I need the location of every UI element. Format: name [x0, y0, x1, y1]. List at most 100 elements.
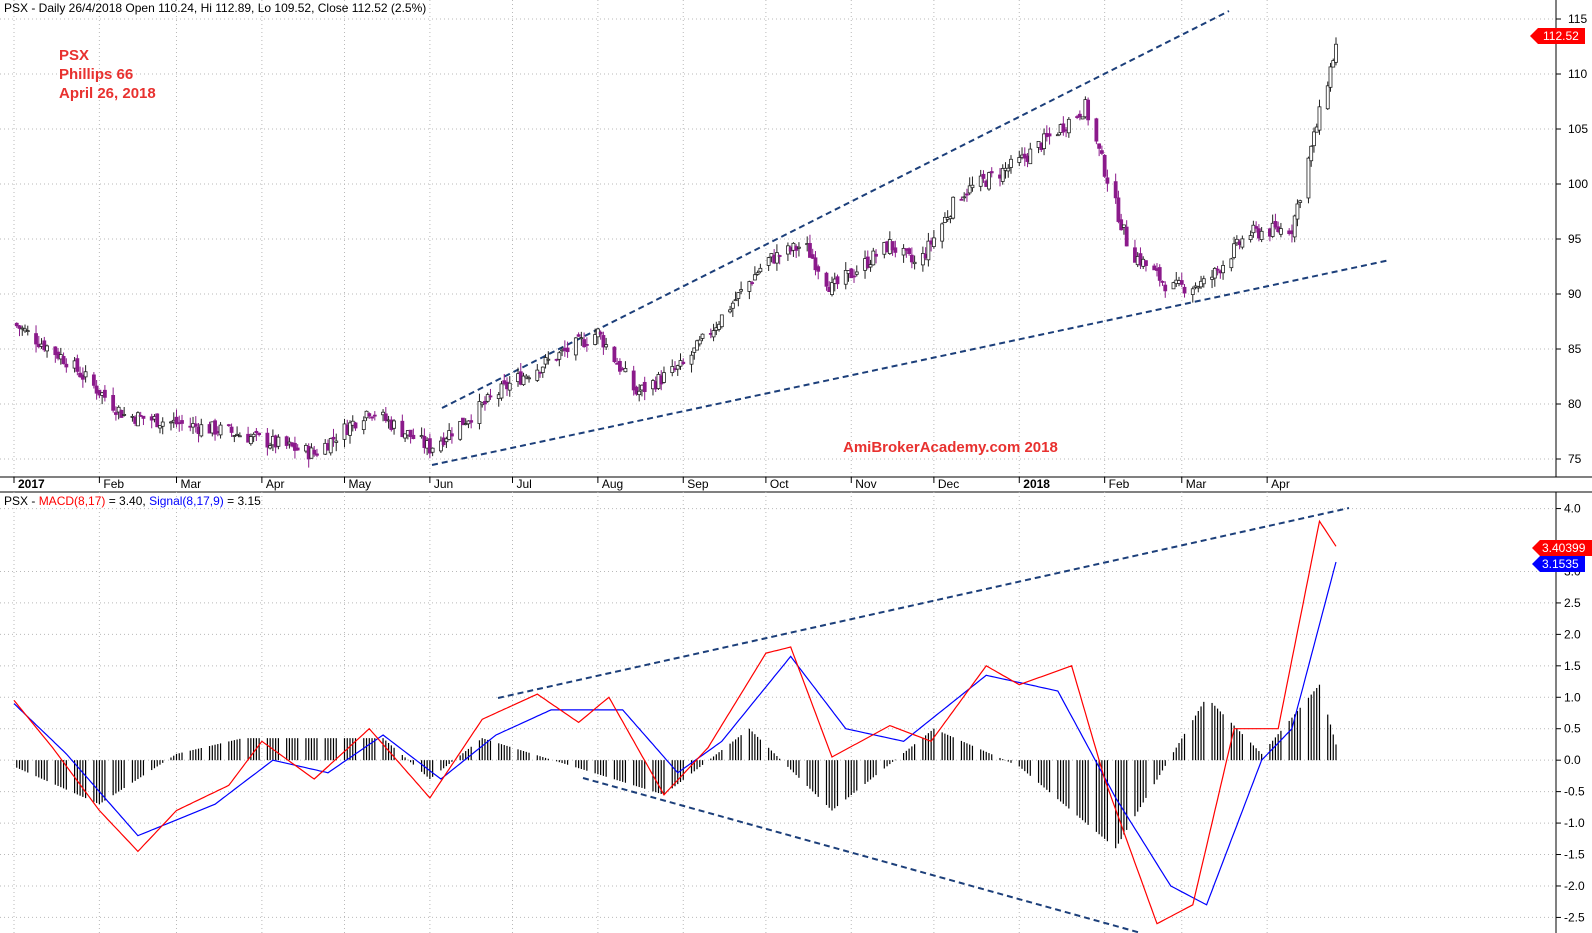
candle [367, 412, 372, 419]
candle [1254, 221, 1259, 233]
date-annotation: April 26, 2018 [59, 85, 156, 102]
candle [229, 423, 234, 437]
candle-body [1215, 268, 1220, 271]
candle-body [1201, 278, 1206, 285]
candle [265, 427, 270, 456]
candle [293, 436, 297, 459]
candle [733, 291, 738, 302]
candle-body [507, 382, 512, 391]
candle-body [1080, 116, 1085, 120]
candle [890, 241, 895, 256]
candle-body [747, 281, 752, 292]
candle-body [232, 435, 237, 437]
candle [237, 432, 242, 438]
candle [766, 256, 771, 271]
candle-body [965, 193, 969, 196]
candle-body [265, 432, 270, 448]
candle-body [959, 198, 964, 201]
candle [485, 392, 490, 403]
candle-body [1055, 134, 1060, 137]
candle-body [543, 357, 548, 365]
candle-body [193, 423, 198, 427]
candle-body [830, 282, 834, 296]
candle [488, 388, 493, 400]
macd-upper-trendline [497, 507, 1350, 699]
candle [1179, 272, 1184, 288]
candle [116, 405, 121, 420]
x-tick-label: Sep [687, 477, 709, 491]
candle-body [777, 255, 782, 257]
candle [1152, 263, 1157, 271]
candle [1251, 220, 1256, 238]
candle [546, 351, 551, 365]
candle-body [962, 196, 967, 199]
candle [284, 435, 289, 449]
candle-body [1124, 226, 1129, 247]
candle [631, 365, 636, 396]
candle-body [689, 354, 694, 365]
candle-body [1190, 288, 1195, 295]
x-tick-label: Mar [180, 477, 201, 491]
candle-body [257, 432, 262, 436]
candle-body [843, 270, 848, 285]
candle [1042, 128, 1046, 156]
candle [372, 411, 377, 421]
candle-body [1312, 131, 1316, 147]
candle [370, 416, 374, 421]
candle-body [295, 447, 300, 451]
candle-body [700, 333, 705, 339]
candle-body [1042, 133, 1046, 149]
candle [1215, 265, 1220, 276]
candle-body [45, 345, 49, 352]
candle-body [1317, 106, 1322, 131]
upper-trendline [441, 10, 1230, 409]
candle [777, 254, 782, 265]
candle-body [755, 272, 760, 275]
candle [962, 192, 967, 202]
candle [750, 280, 755, 286]
candle [1097, 143, 1102, 157]
candle [1157, 264, 1162, 287]
candle-body [1171, 282, 1176, 290]
candle-body [750, 282, 755, 284]
candle-body [53, 346, 58, 356]
x-tick-label: Dec [938, 477, 959, 491]
candle [849, 267, 854, 279]
candle [794, 244, 799, 258]
candle [816, 264, 821, 280]
macd-panel: -2.5 -2.0 -1.5 -1.0 -0.5 0.0 0.5 1.0 1.5 2.0 2.5 3.… [0, 492, 1592, 933]
candle-body [116, 406, 121, 413]
candle-body [546, 358, 551, 361]
candle-body [951, 196, 956, 219]
candle-body [618, 360, 622, 372]
candle [642, 376, 647, 401]
signal-header-value: = 3.15 [224, 494, 261, 508]
candle [1116, 190, 1121, 224]
candle [1306, 156, 1311, 204]
candlesticks [14, 37, 1338, 468]
candle-body [1221, 265, 1225, 274]
x-tick-label: Jun [434, 477, 453, 491]
candle-body [91, 374, 96, 386]
candle [1122, 224, 1126, 235]
candle [232, 434, 237, 443]
candle [579, 331, 584, 346]
candle-body [235, 433, 239, 436]
candle-body [1251, 224, 1256, 234]
candle-body [554, 358, 559, 361]
candle [752, 266, 757, 281]
candle [1334, 37, 1338, 66]
candle-body [662, 372, 666, 383]
company-annotation: Phillips 66 [59, 66, 133, 83]
candle-body [1077, 113, 1082, 118]
candle-body [835, 276, 840, 285]
candle-body [1298, 200, 1303, 203]
candle [981, 170, 986, 183]
candle-body [824, 272, 829, 287]
candle [901, 244, 906, 263]
candle-body [540, 366, 545, 373]
candle-body [1099, 150, 1104, 154]
candle [295, 444, 300, 451]
candle [612, 346, 617, 364]
